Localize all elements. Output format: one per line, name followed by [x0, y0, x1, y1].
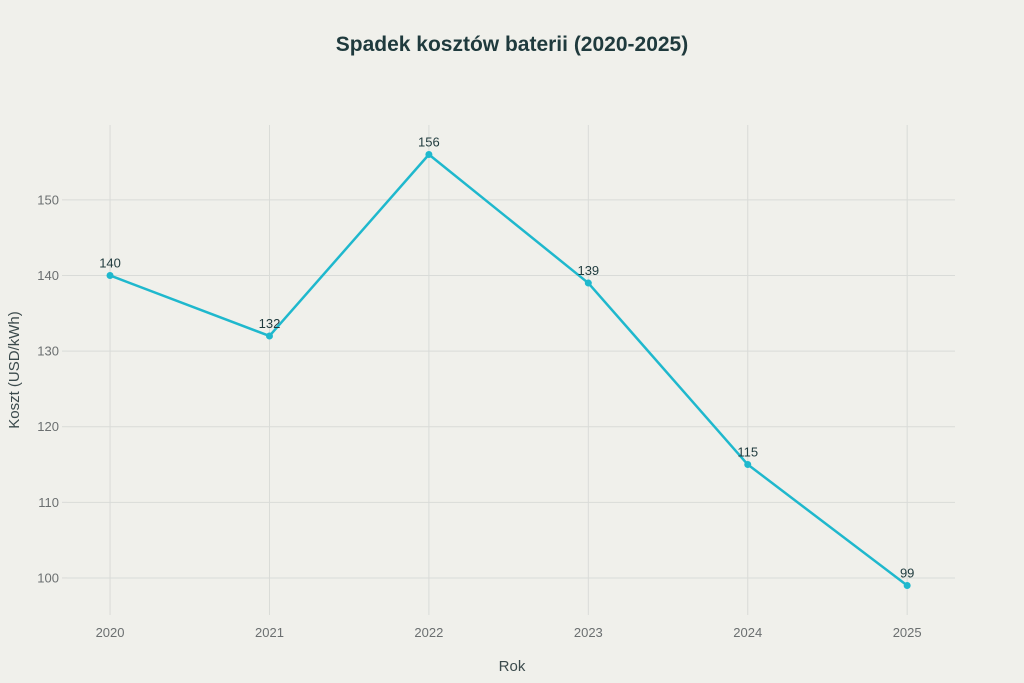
data-point: [903, 582, 911, 590]
y-tick-label: 120: [37, 419, 59, 434]
x-tick-label: 2022: [414, 625, 443, 640]
y-tick-label: 150: [37, 192, 59, 207]
x-tick-label: 2024: [733, 625, 762, 640]
y-axis-title: Koszt (USD/kWh): [6, 311, 23, 429]
data-point: [744, 461, 752, 469]
x-tick-label: 2023: [574, 625, 603, 640]
data-point: [106, 271, 114, 279]
y-axis: 100 110 120 130 140 150: [37, 192, 67, 585]
data-label: 140: [99, 255, 121, 270]
y-tick-label: 140: [37, 268, 59, 283]
chart-title: Spadek kosztów baterii (2020-2025): [336, 33, 688, 56]
x-tick-label: 2020: [96, 625, 125, 640]
data-point: [425, 150, 433, 158]
data-label: 99: [900, 566, 914, 581]
x-axis: 2020 2021 2022 2023 2024 2025: [96, 625, 922, 640]
data-points: 140 132 156 139 115 99: [99, 134, 914, 590]
data-label: 139: [577, 263, 599, 278]
y-tick-label: 100: [37, 570, 59, 585]
data-label: 132: [259, 316, 281, 331]
x-axis-title: Rok: [499, 658, 526, 675]
x-tick-label: 2025: [893, 625, 922, 640]
grid: [67, 125, 955, 615]
data-point: [265, 332, 273, 340]
x-tick-label: 2021: [255, 625, 284, 640]
data-label: 115: [737, 445, 758, 460]
series-line: [109, 153, 908, 587]
y-tick-label: 110: [38, 495, 59, 510]
data-point: [584, 279, 592, 287]
y-tick-label: 130: [37, 344, 59, 359]
data-label: 156: [418, 134, 440, 149]
